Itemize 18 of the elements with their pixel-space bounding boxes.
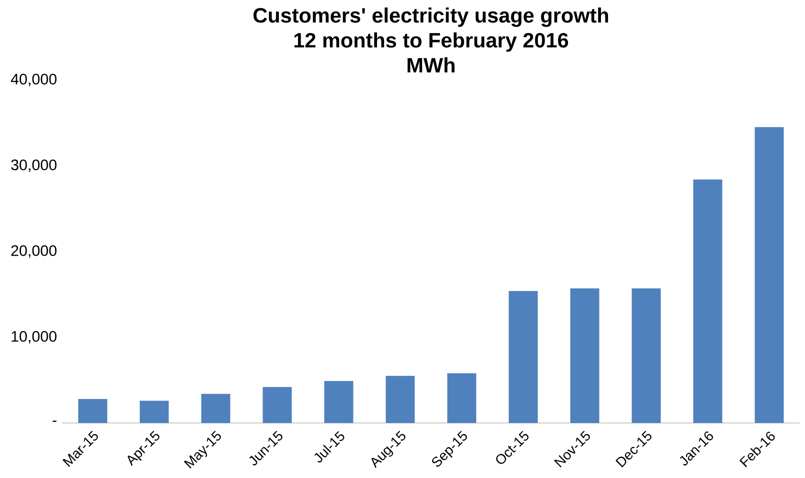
bar — [386, 376, 415, 423]
bar — [508, 290, 538, 423]
bar — [324, 380, 354, 423]
y-tick-label: 20,000 — [11, 245, 56, 258]
bar — [693, 179, 722, 423]
bar — [570, 288, 600, 423]
y-tick-label: 40,000 — [10, 74, 56, 86]
bar — [201, 394, 230, 423]
bar — [632, 288, 661, 423]
bar — [262, 386, 292, 423]
y-tick-label: - — [52, 420, 56, 422]
y-tick-label: 30,000 — [11, 159, 56, 172]
bar — [140, 400, 169, 423]
y-tick-label: 10,000 — [12, 330, 56, 344]
bar — [447, 373, 476, 423]
bar — [754, 127, 784, 423]
bar — [78, 398, 108, 423]
chart-title: Customers' electricity usage growth 12 months to February 2016 MWh — [253, 7, 608, 72]
